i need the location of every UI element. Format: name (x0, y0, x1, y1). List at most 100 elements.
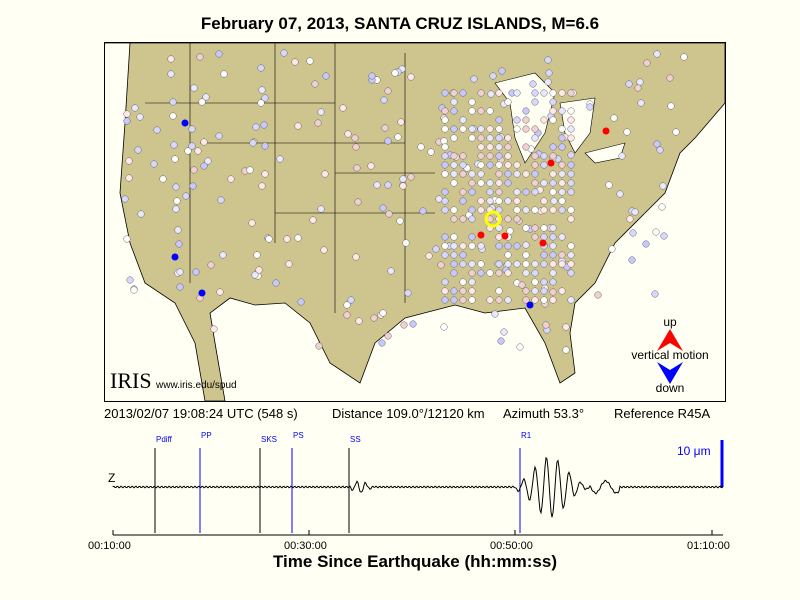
waveform-trace (112, 456, 724, 518)
station-dot (347, 296, 355, 304)
station-dot (450, 152, 458, 160)
station-dot (522, 170, 530, 178)
station-dot (504, 215, 512, 223)
station-dot (656, 146, 664, 154)
station-dot (257, 99, 265, 107)
station-dot-strong (171, 253, 179, 261)
station-dot (486, 152, 494, 160)
station-dot (450, 89, 458, 97)
station-dot-strong (539, 239, 547, 247)
station-dot (504, 296, 512, 304)
page-title: February 07, 2013, SANTA CRUZ ISLANDS, M… (200, 14, 600, 33)
station-dot (667, 102, 675, 110)
iris-url[interactable]: www.iris.edu/spud (156, 380, 237, 391)
station-dot (176, 268, 184, 276)
station-dot (170, 141, 178, 149)
station-dot (549, 107, 557, 115)
station-dot (513, 215, 521, 223)
station-dot (387, 267, 395, 275)
station-dot (450, 233, 458, 241)
station-dot (367, 162, 375, 170)
station-dot (373, 181, 381, 189)
station-dot (549, 143, 557, 151)
station-dot (450, 251, 458, 259)
station-dot (353, 164, 361, 172)
station-dot (317, 205, 325, 213)
station-dot (544, 56, 552, 64)
station-dot (558, 233, 566, 241)
station-dot (355, 317, 363, 325)
station-dot (549, 269, 557, 277)
station-dot (419, 207, 427, 215)
station-dot (513, 197, 521, 205)
station-dot (459, 170, 467, 178)
phase-label: SS (350, 435, 361, 444)
station-dot (513, 116, 521, 124)
station-dot (381, 124, 389, 132)
station-dot (441, 89, 449, 97)
station-dot (513, 188, 521, 196)
station-dot (567, 125, 575, 133)
station-dot (540, 287, 548, 295)
station-dot (495, 89, 503, 97)
station-dot (459, 215, 467, 223)
station-map: IRIS www.iris.edu/spud up vertical motio… (104, 42, 726, 402)
station-dot (370, 314, 378, 322)
station-dot (315, 342, 323, 350)
station-dot (450, 161, 458, 169)
station-dot (616, 190, 624, 198)
station-dot (522, 269, 530, 277)
station-dot (384, 332, 392, 340)
station-dot (477, 89, 485, 97)
station-dot (343, 311, 351, 319)
station-dot (531, 170, 539, 178)
station-dot (594, 291, 602, 299)
station-dot (441, 116, 449, 124)
station-dot (309, 216, 317, 224)
station-dot (651, 290, 659, 298)
station-dot (558, 125, 566, 133)
station-dot (567, 134, 575, 142)
station-dot (540, 89, 548, 97)
station-dot (427, 148, 435, 156)
station-dot (500, 328, 508, 336)
down-arrow-icon (657, 362, 683, 384)
station-dot (440, 137, 448, 145)
station-dot (399, 175, 407, 183)
station-dot (522, 287, 530, 295)
station-dot (610, 114, 618, 122)
map-svg (105, 43, 725, 401)
station-dot (397, 118, 405, 126)
phase-label: SKS (261, 435, 277, 444)
station-dot (477, 125, 485, 133)
station-dot (450, 206, 458, 214)
station-dot (459, 197, 467, 205)
station-dot (441, 278, 449, 286)
station-dot (468, 269, 476, 277)
phase-label: Pdiff (156, 435, 173, 444)
station-dot (495, 152, 503, 160)
station-dot (658, 203, 666, 211)
station-dot (531, 152, 539, 160)
station-dot (495, 179, 503, 187)
station-dot (623, 128, 631, 136)
station-dot (136, 113, 144, 121)
station-dot (441, 170, 449, 178)
station-dot (634, 84, 642, 92)
station-dot (123, 117, 131, 125)
station-dot (400, 321, 408, 329)
station-dot (540, 260, 548, 268)
station-dot (441, 188, 449, 196)
station-dot (477, 260, 485, 268)
station-dot (495, 197, 503, 205)
station-dot (477, 170, 485, 178)
station-dot (123, 235, 131, 243)
station-dot (531, 134, 539, 142)
station-dot (176, 283, 184, 291)
station-dot (567, 151, 575, 159)
reference-station-marker (484, 210, 502, 228)
station-dot (567, 116, 575, 124)
channel-label: Z (108, 471, 115, 485)
station-dot (172, 205, 180, 213)
station-dot (506, 227, 514, 235)
